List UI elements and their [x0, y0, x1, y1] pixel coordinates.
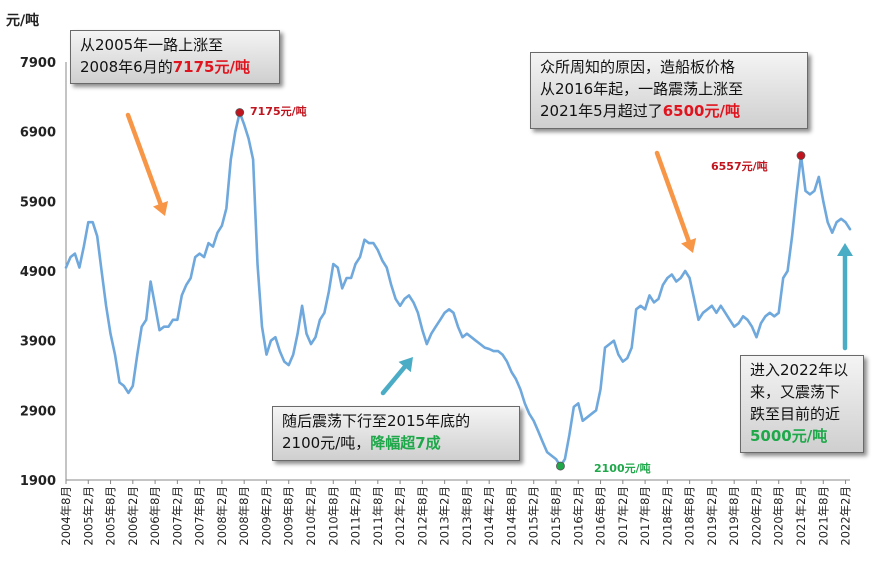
y-tick-label: 7900 [20, 56, 56, 71]
series-lines [64, 111, 852, 468]
x-tick-label: 2021年8月 [816, 486, 830, 546]
y-tick-labels: 1900 2900 3900 4900 5900 6900 7900 [20, 56, 56, 489]
x-tick-label: 2018年2月 [660, 486, 674, 546]
x-tick-label: 2019年2月 [705, 486, 719, 546]
callout-text: 2008年6月的7175元/吨 [80, 56, 270, 78]
callout-text: 进入2022年以 [750, 361, 849, 379]
callout-2022: 进入2022年以 来，又震荡下 跌至目前的近 5000元/吨 [740, 355, 864, 453]
x-tick-label: 2011年2月 [349, 486, 363, 546]
arrow-teal-2022 [837, 243, 853, 351]
y-tick-label: 3900 [20, 335, 56, 350]
x-tick-label: 2017年2月 [616, 486, 630, 546]
x-tick-label: 2015年2月 [527, 486, 541, 546]
arrow-shaft [654, 150, 691, 244]
callout-text: 2100元/吨， [282, 434, 371, 452]
callout-text: 2021年5月超过了 [540, 102, 663, 120]
low-2015-label: 2100元/吨 [594, 462, 651, 475]
callout-highlight: 降幅超7成 [370, 434, 441, 452]
x-tick-label: 2013年8月 [460, 486, 474, 546]
callout-text: 随后震荡下行至2015年底的 [282, 412, 471, 430]
x-tick-label: 2010年8月 [326, 486, 340, 546]
x-tick-label: 2014年8月 [504, 486, 518, 546]
arrow-shaft [380, 364, 407, 396]
x-tick-label: 2008年8月 [237, 486, 251, 546]
arrow-orange-2021 [654, 150, 697, 253]
arrow-head [681, 238, 697, 253]
x-tick-label: 2021年2月 [794, 486, 808, 546]
x-tick-label: 2005年2月 [81, 486, 95, 546]
arrow-head [837, 243, 853, 256]
y-tick-label: 4900 [20, 265, 56, 280]
x-tick-label: 2006年8月 [148, 486, 162, 546]
y-tick-label: 6900 [20, 126, 56, 141]
peak-2021-label: 6557元/吨 [711, 160, 768, 173]
highlight-point-marker [796, 151, 806, 160]
y-tick-label: 2900 [20, 404, 56, 419]
y-axis-unit-label: 元/吨 [6, 13, 40, 29]
arrow-teal-2015 [380, 357, 413, 396]
callout-highlight: 7175元/吨 [172, 58, 250, 76]
x-tick-label: 2005年8月 [104, 486, 118, 546]
x-tick-label: 2018年8月 [683, 486, 697, 546]
callout-text: 2021年5月超过了6500元/吨 [540, 100, 798, 122]
x-tick-label: 2019年8月 [727, 486, 741, 546]
x-tick-label: 2009年2月 [259, 486, 273, 546]
callout-2005-2008: 从2005年一路上涨至 2008年6月的7175元/吨 [70, 30, 280, 84]
arrow-shaft [125, 112, 163, 207]
callout-2016-2021: 众所周知的原因，造船板价格 从2016年起，一路震荡上涨至 2021年5月超过了… [530, 52, 808, 129]
x-tick-label: 2010年2月 [304, 486, 318, 546]
callout-text: 2008年6月的 [80, 58, 173, 76]
arrow-head [153, 201, 169, 216]
x-tick-label: 2009年8月 [282, 486, 296, 546]
x-tick-label: 2016年8月 [594, 486, 608, 546]
y-tick-label: 5900 [20, 195, 56, 210]
x-tick-label: 2004年8月 [59, 486, 73, 546]
x-tick-label: 2007年2月 [170, 486, 184, 546]
x-tick-label: 2011年8月 [371, 486, 385, 546]
callout-text: 从2016年起，一路震荡上涨至 [540, 80, 744, 98]
x-tick-label: 2022年2月 [839, 486, 853, 546]
x-tick-label: 2007年8月 [193, 486, 207, 546]
peak-2008-label: 7175元/吨 [250, 105, 307, 118]
x-tick-label: 2020年2月 [749, 486, 763, 546]
highlight-points [235, 108, 806, 471]
highlight-point-marker [556, 461, 565, 471]
x-tick-label: 2012年8月 [415, 486, 429, 546]
x-tick-label: 2017年8月 [638, 486, 652, 546]
callout-text: 2100元/吨，降幅超7成 [282, 432, 510, 454]
x-tick-label: 2006年2月 [126, 486, 140, 546]
highlight-point-marker [235, 108, 245, 117]
x-tick-label: 2012年2月 [393, 486, 407, 546]
callout-text: 从2005年一路上涨至 [80, 36, 224, 54]
x-tick-label: 2013年2月 [438, 486, 452, 546]
x-tick-label: 2014年2月 [482, 486, 496, 546]
x-tick-label: 2016年2月 [571, 486, 585, 546]
y-tick-label: 1900 [20, 474, 56, 489]
x-tick-labels: 2004年8月 2005年2月 2005年8月 2006年2月 2006年8月 2007年… [59, 480, 853, 546]
arrow-head [398, 357, 413, 373]
price-line [64, 111, 852, 468]
chart-axes [65, 62, 850, 481]
callout-text: 跌至目前的近 [750, 405, 841, 423]
x-tick-label: 2020年8月 [772, 486, 786, 546]
callout-highlight: 6500元/吨 [662, 102, 740, 120]
x-tick-label: 2015年8月 [549, 486, 563, 546]
callout-text: 来，又震荡下 [750, 383, 841, 401]
arrow-orange-2008 [125, 112, 169, 216]
callout-highlight: 5000元/吨 [750, 427, 828, 445]
annotation-arrows [125, 112, 853, 396]
x-tick-label: 2008年2月 [215, 486, 229, 546]
callout-2015-low: 随后震荡下行至2015年底的 2100元/吨，降幅超7成 [272, 406, 520, 461]
callout-text: 众所周知的原因，造船板价格 [540, 58, 736, 76]
